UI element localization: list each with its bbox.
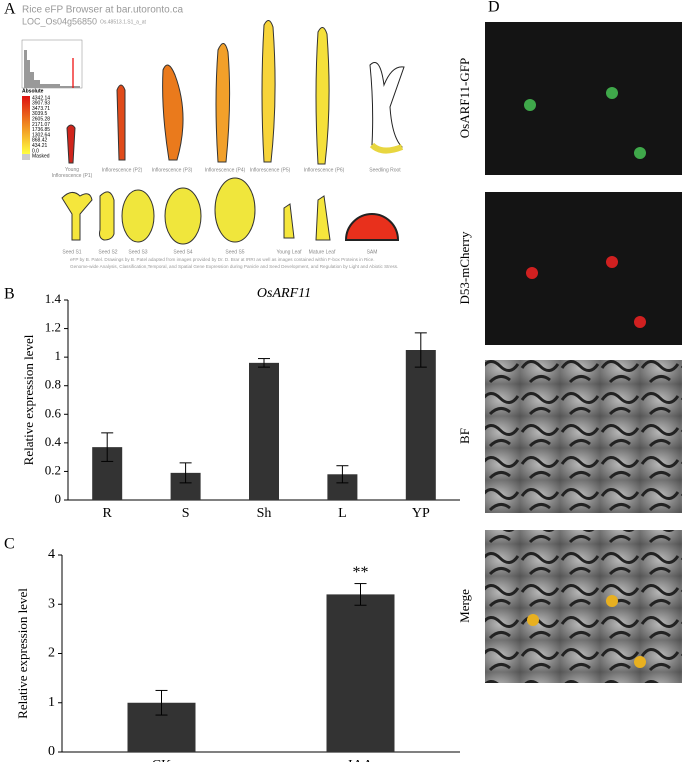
legend-value: 3907.93 xyxy=(32,101,50,107)
image-label: D53-mCherry xyxy=(457,231,472,304)
legend-title: Absolute xyxy=(22,88,44,94)
tissue-label: Young Inflorescence (P1) xyxy=(52,167,93,179)
mcherry-image xyxy=(485,192,682,345)
tissue-label: Seed S3 xyxy=(128,249,147,255)
legend-value: Masked xyxy=(32,154,50,160)
panel-label: D xyxy=(488,0,500,16)
significance: ** xyxy=(353,564,369,581)
x-tick-label: R xyxy=(103,506,113,521)
tissue-label: Mature Leaf xyxy=(309,249,336,255)
y-tick-label: 1 xyxy=(55,348,62,363)
y-tick-label: 0.8 xyxy=(45,377,61,392)
y-tick-label: 0.2 xyxy=(45,462,61,477)
bar xyxy=(405,350,436,500)
x-tick-label: S xyxy=(182,506,190,521)
tissue-label: Seed S2 xyxy=(98,249,117,255)
legend-value: 868.42 xyxy=(32,138,48,144)
x-tick-label: YP xyxy=(412,506,430,521)
y-tick-label: 2 xyxy=(48,646,55,661)
efp-gene: LOC_Os04g56850 xyxy=(22,16,97,26)
efp-footer: eFP by B. Patel. Drawings by B. Patel ad… xyxy=(70,257,375,262)
panel-label: B xyxy=(4,286,15,303)
bf-image xyxy=(485,360,682,513)
y-tick-label: 0 xyxy=(48,744,55,759)
efp-drawings xyxy=(21,20,405,245)
panel-label: A xyxy=(4,1,16,18)
y-tick-label: 3 xyxy=(48,596,55,611)
merge-image xyxy=(485,530,682,683)
legend-value: 1302.64 xyxy=(32,132,50,138)
legend-value: 3039.5 xyxy=(32,111,48,117)
tissue-label: Seedling Root xyxy=(369,167,401,173)
legend-value: 2171.07 xyxy=(32,122,50,128)
x-tick-label: Sh xyxy=(257,506,272,521)
legend-value: 1736.85 xyxy=(32,127,50,133)
image-label: Merge xyxy=(457,589,472,623)
y-tick-label: 1.4 xyxy=(45,291,62,306)
tissue-label: Inflorescence (P3) xyxy=(152,167,193,173)
tissue-label: Seed S1 xyxy=(62,249,81,255)
tissue-label: Seed S5 xyxy=(225,249,244,255)
microscopy xyxy=(485,22,682,683)
x-tick-label: L xyxy=(338,506,347,521)
y-tick-label: 0.4 xyxy=(45,434,62,449)
image-label: OsARF11-GFP xyxy=(457,58,472,138)
tissue-label: Inflorescence (P2) xyxy=(102,167,143,173)
tissue-label: Inflorescence (P5) xyxy=(250,167,291,173)
tissue-label: Seed S4 xyxy=(173,249,192,255)
tissue-label: Inflorescence (P6) xyxy=(304,167,345,173)
legend-value: 434.21 xyxy=(32,143,48,149)
legend-value: 0.0 xyxy=(32,148,39,154)
chart-title: OsARF11 xyxy=(257,286,311,301)
efp-title: Rice eFP Browser at bar.utoronto.ca xyxy=(22,5,183,16)
efp-probe: Os.48513.1.S1_a_at xyxy=(100,19,146,25)
y-tick-label: 4 xyxy=(48,547,55,562)
tissue-label: SAM xyxy=(367,249,378,255)
panel-label: C xyxy=(4,536,15,553)
y-axis-label: Relative expression level xyxy=(15,588,30,719)
tissue-label: Inflorescence (P4) xyxy=(205,167,246,173)
legend-value: 4342.14 xyxy=(32,95,50,101)
tissue-label: Young Leaf xyxy=(276,249,302,255)
efp-footer: Genome-wide Analysis, Classification,Tem… xyxy=(70,264,398,269)
bar xyxy=(249,362,279,500)
y-tick-label: 0 xyxy=(55,491,62,506)
y-axis-label: Relative expression level xyxy=(21,334,36,465)
y-tick-label: 1 xyxy=(48,695,55,710)
gfp-image xyxy=(485,22,682,175)
legend-value: 2605.28 xyxy=(32,117,50,123)
x-tick-label: IAA xyxy=(348,758,374,762)
image-label: BF xyxy=(457,428,472,444)
bar xyxy=(326,594,395,752)
y-tick-label: 1.2 xyxy=(45,320,61,335)
y-tick-label: 0.6 xyxy=(45,405,62,420)
x-tick-label: CK xyxy=(152,758,171,762)
legend-value: 3473.71 xyxy=(32,106,50,112)
